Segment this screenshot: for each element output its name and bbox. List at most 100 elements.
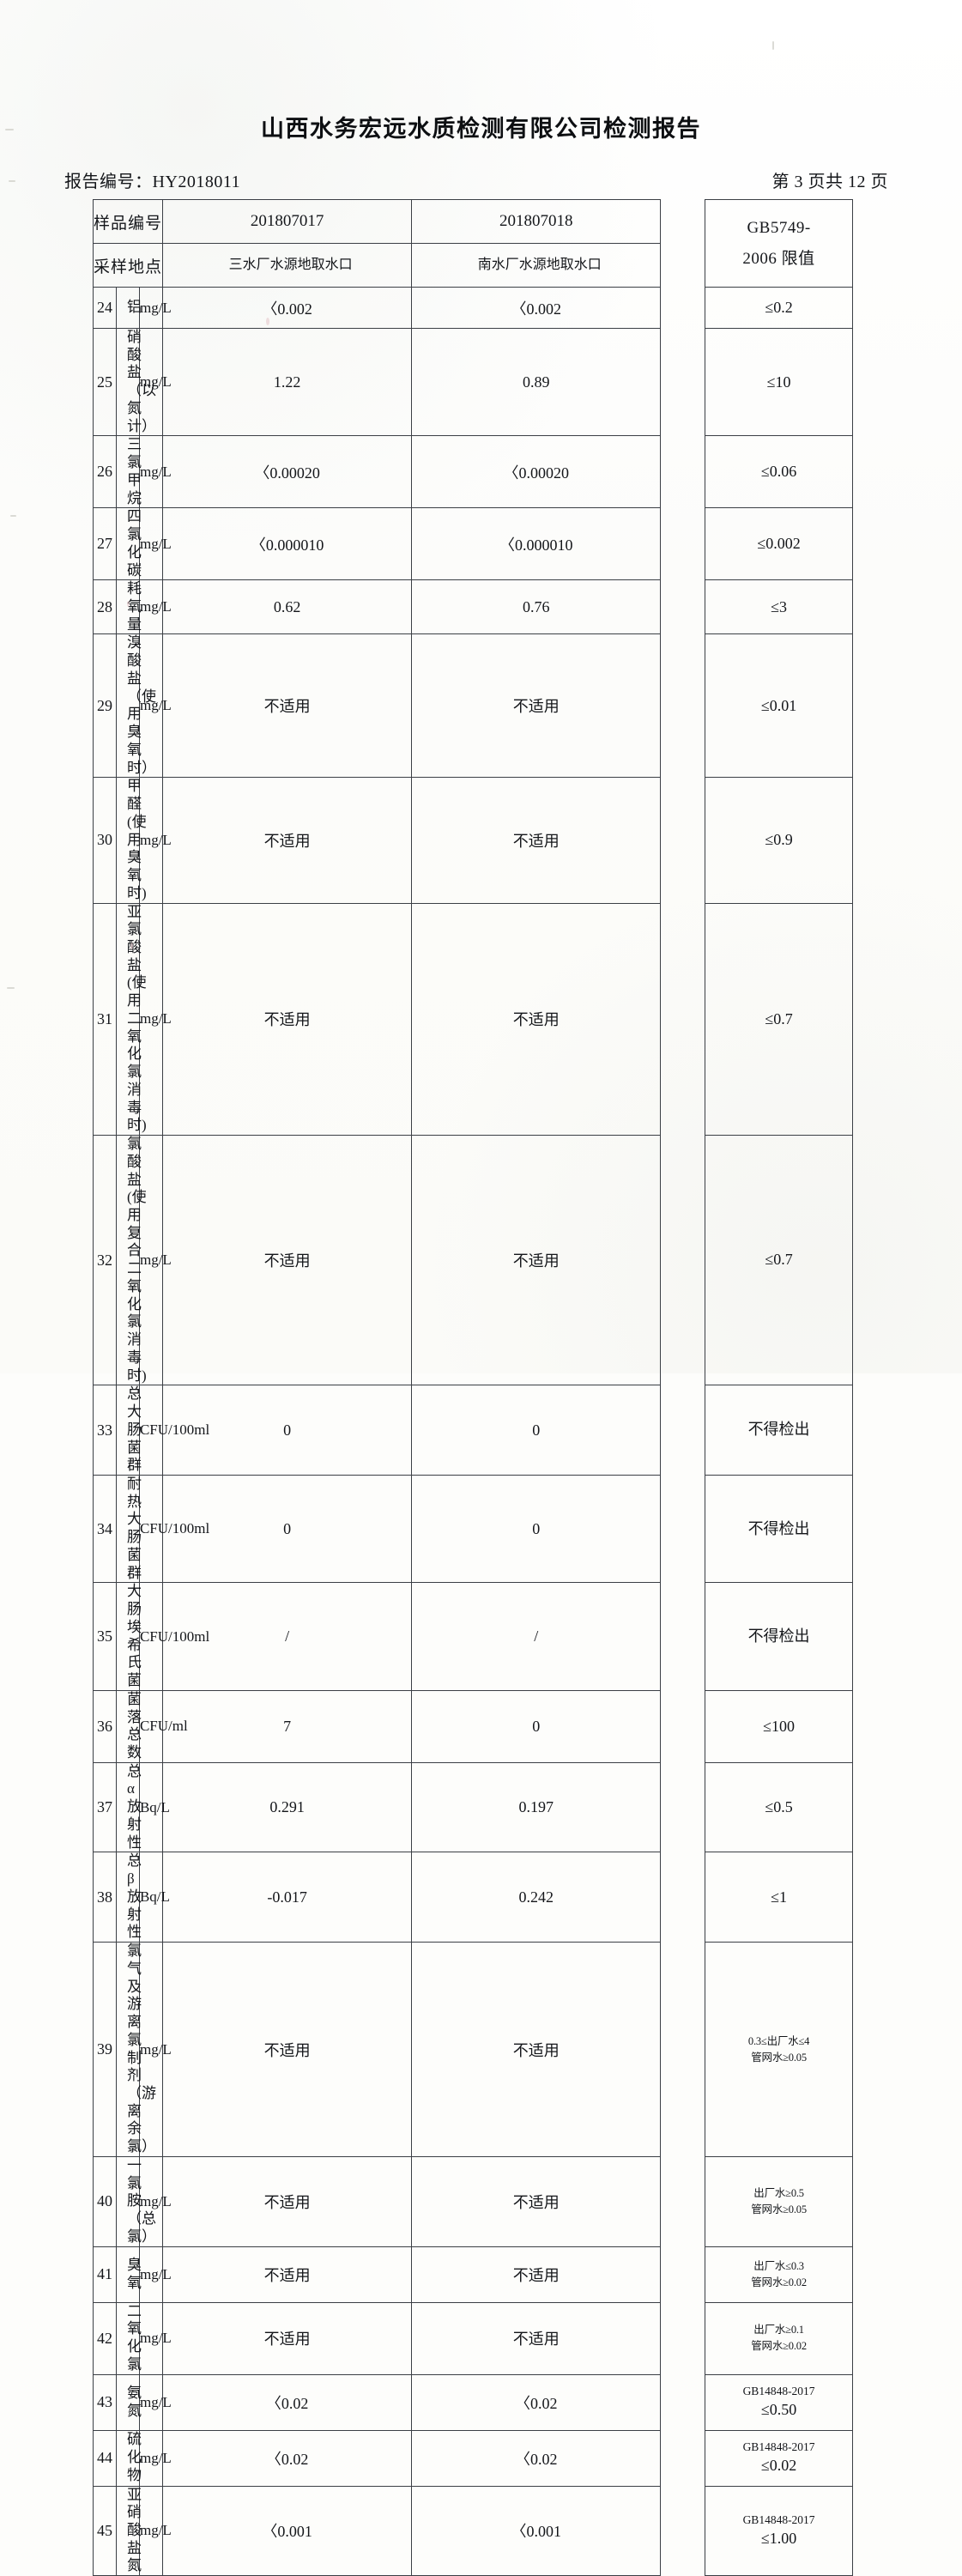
row-unit: mg/L: [138, 2429, 172, 2487]
row-value-sample-0: 0: [162, 1474, 413, 1584]
row-index: 37: [93, 1761, 117, 1853]
row-value-sample-0: 不适用: [162, 1135, 413, 1386]
row-value-sample-1: 0.197: [411, 1761, 662, 1853]
row-value-sample-1: 〈0.02: [411, 2429, 662, 2487]
table-row: 24 铝 mg/L 〈0.002 〈0.002 ≤0.2: [93, 287, 853, 329]
row-value-sample-1: 0: [411, 1385, 662, 1476]
row-value-sample-0: 不适用: [162, 2155, 413, 2247]
row-index: 43: [93, 2373, 117, 2431]
row-limit: 不得检出: [705, 1474, 853, 1584]
row-parameter-name: 甲醛(使用臭氧时): [115, 777, 147, 904]
table-row: 41 臭氧 mg/L 不适用 不适用 出厂水≤0.3 管网水≥0.02: [93, 2246, 853, 2303]
row-unit: CFU/100ml: [138, 1474, 209, 1584]
table-row: 33 总大肠菌群 CFU/100ml 0 0 不得检出: [93, 1385, 853, 1476]
row-value-sample-0: 〈0.001: [162, 2485, 413, 2576]
row-parameter-name: 溴酸盐（使用臭氧时）: [115, 633, 156, 779]
row-limit: ≤0.01: [705, 633, 853, 779]
row-value-sample-1: 0: [411, 1474, 662, 1584]
table-row: 25 硝酸盐（以氮计） mg/L 1.22 0.89 ≤10: [93, 327, 853, 437]
row-parameter-name: 亚硝酸盐氮: [115, 2485, 142, 2576]
row-value-sample-0: 〈0.000010: [162, 507, 413, 581]
row-unit: mg/L: [138, 2246, 172, 2303]
row-index: 27: [93, 507, 117, 581]
row-unit: mg/L: [138, 1135, 172, 1386]
row-value-sample-1: 0.89: [411, 327, 662, 437]
row-limit: ≤0.5: [705, 1761, 853, 1853]
row-limit: ≤1: [705, 1852, 853, 1943]
row-index: 25: [93, 327, 117, 437]
row-parameter-name: 亚氯酸盐(使用二氧化氯消毒时): [115, 902, 147, 1136]
header-sample-1: 201807018: [411, 199, 662, 244]
row-unit: mg/L: [138, 2373, 172, 2431]
row-value-sample-1: /: [411, 1582, 662, 1691]
table-row: 42 二氧化氯 mg/L 不适用 不适用 出厂水≥0.1 管网水≥0.02: [93, 2301, 853, 2375]
results-table-wrapper: 样品编号 201807017 201807018 GB5749- 2006 限值 采样地点…: [92, 199, 853, 2576]
row-unit: mg/L: [138, 777, 172, 904]
row-value-sample-0: 不适用: [162, 777, 413, 904]
row-parameter-name: 氨氮: [115, 2373, 142, 2431]
row-index: 31: [93, 902, 117, 1136]
row-parameter-name: 总α放射性: [115, 1761, 142, 1853]
row-unit: mg/L: [138, 327, 172, 437]
row-limit: ≤10: [705, 327, 853, 437]
row-unit: mg/L: [138, 2485, 172, 2576]
row-parameter-name: 大肠埃希氏菌: [115, 1582, 142, 1691]
table-row: 29 溴酸盐（使用臭氧时） mg/L 不适用 不适用 ≤0.01: [93, 633, 853, 779]
row-index: 38: [93, 1852, 117, 1943]
row-value-sample-1: 不适用: [411, 1135, 662, 1386]
row-index: 24: [93, 287, 117, 329]
table-row: 31 亚氯酸盐(使用二氧化氯消毒时) mg/L 不适用 不适用 ≤0.7: [93, 902, 853, 1136]
header-sampling-site-label: 采样地点: [92, 243, 164, 288]
table-row: 38 总β放射性 Bq/L -0.017 0.242 ≤1: [93, 1852, 853, 1943]
row-parameter-name: 总大肠菌群: [115, 1385, 142, 1476]
row-value-sample-1: 不适用: [411, 633, 662, 779]
row-limit: 出厂水≤0.3 管网水≥0.02: [705, 2246, 853, 2303]
water-quality-results-table: 样品编号 201807017 201807018 GB5749- 2006 限值 采样地点…: [92, 199, 853, 2576]
row-value-sample-1: 0.76: [411, 579, 662, 635]
row-limit: GB14848-2017 ≤0.50: [705, 2373, 853, 2431]
row-unit: mg/L: [138, 902, 172, 1136]
table-row: 27 四氯化碳 mg/L 〈0.000010 〈0.000010 ≤0.002: [93, 507, 853, 581]
row-value-sample-1: 0: [411, 1689, 662, 1763]
row-unit: mg/L: [138, 2301, 172, 2375]
spacer-column: [660, 199, 706, 2576]
row-limit: 0.3≤出厂水≤4 管网水≥0.05: [705, 1942, 853, 2157]
row-value-sample-0: 0.291: [162, 1761, 413, 1853]
report-number: 报告编号：HY2018011: [64, 173, 241, 191]
row-index: 36: [93, 1689, 117, 1763]
row-parameter-name: 氯酸盐(使用复合二氧化氯消毒时): [115, 1135, 147, 1386]
row-unit: mg/L: [138, 287, 172, 329]
row-value-sample-1: 〈0.002: [411, 287, 662, 329]
table-row: 30 甲醛(使用臭氧时) mg/L 不适用 不适用 ≤0.9: [93, 777, 853, 904]
header-sample-0: 201807017: [162, 199, 413, 244]
row-index: 33: [93, 1385, 117, 1476]
row-value-sample-0: 〈0.02: [162, 2429, 413, 2487]
row-unit: mg/L: [138, 1942, 172, 2157]
row-limit: GB14848-2017 ≤0.02: [705, 2429, 853, 2487]
row-index: 34: [93, 1474, 117, 1584]
row-value-sample-0: /: [162, 1582, 413, 1691]
row-limit: ≤0.06: [705, 435, 853, 509]
row-index: 42: [93, 2301, 117, 2375]
header-site-1: 南水厂水源地取水口: [411, 243, 662, 288]
table-row: 35 大肠埃希氏菌 CFU/100ml / / 不得检出: [93, 1582, 853, 1691]
row-unit: mg/L: [138, 579, 172, 635]
row-value-sample-0: 不适用: [162, 633, 413, 779]
row-index: 35: [93, 1582, 117, 1691]
row-index: 44: [93, 2429, 117, 2487]
header-standard-limit: GB5749- 2006 限值: [705, 199, 853, 288]
row-value-sample-0: 不适用: [162, 902, 413, 1136]
row-value-sample-1: 不适用: [411, 2155, 662, 2247]
row-parameter-name: 四氯化碳: [115, 507, 142, 581]
row-index: 29: [93, 633, 117, 779]
row-value-sample-1: 不适用: [411, 2246, 662, 2303]
row-limit: ≤0.7: [705, 902, 853, 1136]
row-parameter-name: 臭氧: [115, 2246, 142, 2303]
table-row: 44 硫化物 mg/L 〈0.02 〈0.02 GB14848-2017 ≤0.02: [93, 2429, 853, 2487]
row-limit: ≤3: [705, 579, 853, 635]
table-row: 34 耐热大肠菌群 CFU/100ml 0 0 不得检出: [93, 1474, 853, 1584]
row-limit: 不得检出: [705, 1385, 853, 1476]
row-value-sample-1: 不适用: [411, 902, 662, 1136]
row-value-sample-0: 不适用: [162, 2301, 413, 2375]
page-title: 山西水务宏远水质检测有限公司检测报告: [261, 116, 701, 142]
